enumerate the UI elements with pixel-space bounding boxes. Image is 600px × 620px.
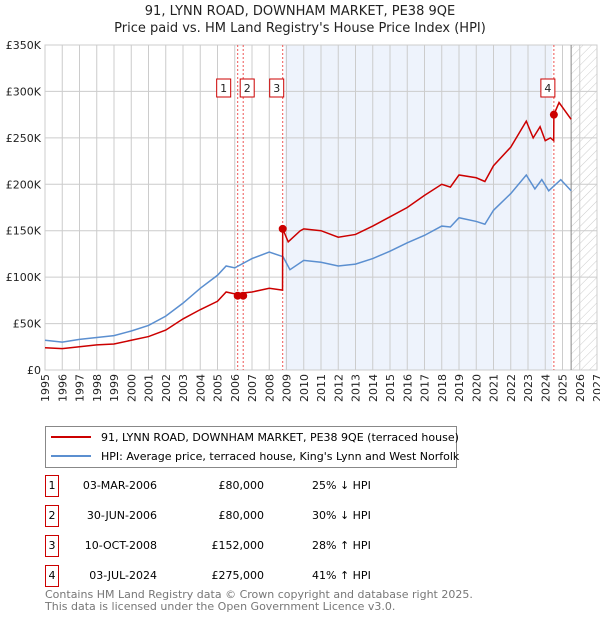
sale-price: £152,000: [211, 539, 265, 552]
sale-price: £80,000: [218, 509, 265, 522]
legend-label: HPI: Average price, terraced house, King…: [101, 449, 460, 463]
sale-hpi-diff: 41% ↑ HPI: [312, 569, 371, 582]
x-tick-label: 1996: [56, 374, 69, 402]
y-tick-label: £250K: [6, 132, 42, 145]
sale-hpi-diff: 28% ↑ HPI: [312, 539, 371, 552]
sale-number: 1: [45, 475, 59, 497]
sale-point: [233, 291, 242, 300]
x-tick-label: 2024: [539, 374, 552, 402]
x-tick-label: 2027: [591, 374, 600, 402]
y-tick-label: £300K: [6, 85, 42, 98]
legend-swatch-blue: [51, 455, 91, 457]
x-tick-label: 2013: [350, 374, 363, 402]
sale-label-number: 2: [244, 82, 251, 95]
x-tick-label: 2006: [229, 374, 242, 402]
sale-label-box: 3: [269, 78, 285, 98]
x-tick-label: 2010: [298, 374, 311, 402]
sale-number: 4: [45, 565, 59, 587]
x-tick-label: 2026: [574, 374, 587, 402]
sale-row: 2 30-JUN-2006 £80,000 30% ↓ HPI: [45, 505, 445, 527]
sale-row: 3 10-OCT-2008 £152,000 28% ↑ HPI: [45, 535, 445, 557]
sale-label-box: 4: [540, 78, 556, 98]
footer-copyright: Contains HM Land Registry data © Crown c…: [45, 588, 473, 601]
y-tick-label: £0: [27, 364, 41, 377]
x-tick-label: 2001: [143, 374, 156, 402]
sale-hpi-diff: 30% ↓ HPI: [312, 509, 371, 522]
sale-point: [549, 110, 558, 119]
sale-row: 1 03-MAR-2006 £80,000 25% ↓ HPI: [45, 475, 445, 497]
legend: 91, LYNN ROAD, DOWNHAM MARKET, PE38 9QE …: [45, 426, 459, 468]
shaded-region: [284, 45, 553, 370]
x-tick-label: 2002: [160, 374, 173, 402]
sale-date: 03-JUL-2024: [89, 569, 157, 582]
x-tick-label: 2012: [332, 374, 345, 402]
chart-subtitle: Price paid vs. HM Land Registry's House …: [114, 21, 486, 36]
sale-label-border: [269, 78, 285, 98]
y-tick-label: £200K: [6, 178, 42, 191]
sale-number: 2: [45, 505, 59, 527]
x-tick-label: 2011: [315, 374, 328, 402]
x-tick-label: 2007: [246, 374, 259, 402]
x-tick-label: 2021: [488, 374, 501, 402]
sale-date: 30-JUN-2006: [86, 509, 157, 522]
sale-label-number: 3: [273, 82, 280, 95]
x-tick-label: 1998: [91, 374, 104, 402]
x-tick-label: 2025: [557, 374, 570, 402]
sale-point: [239, 291, 248, 300]
sale-hpi-diff: 25% ↓ HPI: [312, 479, 371, 492]
forecast-hatch: [571, 45, 597, 370]
x-tick-label: 2022: [505, 374, 518, 402]
x-tick-label: 2009: [281, 374, 294, 402]
sale-price: £80,000: [218, 479, 265, 492]
sale-label-number: 4: [544, 82, 551, 95]
x-tick-label: 2019: [453, 374, 466, 402]
x-tick-label: 2018: [436, 374, 449, 402]
sale-point: [278, 224, 287, 233]
x-tick-label: 2005: [212, 374, 225, 402]
hpi-line: [44, 173, 572, 343]
sale-number: 3: [45, 535, 59, 557]
sale-date: 10-OCT-2008: [84, 539, 157, 552]
footer-licence: This data is licensed under the Open Gov…: [45, 600, 396, 613]
x-tick-label: 2003: [177, 374, 190, 402]
x-tick-label: 2015: [384, 374, 397, 402]
sale-price: £275,000: [211, 569, 265, 582]
price-paid-line: [44, 101, 572, 350]
x-tick-label: 1999: [108, 374, 121, 402]
x-tick-label: 1997: [74, 374, 87, 402]
y-tick-label: £50K: [13, 318, 42, 331]
legend-label: 91, LYNN ROAD, DOWNHAM MARKET, PE38 9QE …: [101, 430, 459, 444]
legend-item-hpi: HPI: Average price, terraced house, King…: [51, 447, 459, 465]
sale-label-border: [540, 78, 556, 98]
sale-label-border: [216, 78, 232, 98]
footer: Contains HM Land Registry data © Crown c…: [45, 589, 473, 613]
y-tick-label: £150K: [6, 225, 42, 238]
y-tick-label: £350K: [6, 39, 42, 52]
x-tick-label: 2016: [401, 374, 414, 402]
legend-swatch-red: [51, 436, 91, 438]
plot-border: [44, 44, 598, 371]
x-tick-label: 1995: [39, 374, 52, 402]
x-tick-label: 2014: [367, 374, 380, 402]
legend-item-property: 91, LYNN ROAD, DOWNHAM MARKET, PE38 9QE …: [51, 428, 459, 446]
x-tick-label: 2004: [194, 374, 207, 402]
sale-label-box: 1: [216, 78, 232, 98]
sale-label-number: 1: [220, 82, 227, 95]
sale-row: 4 03-JUL-2024 £275,000 41% ↑ HPI: [45, 565, 445, 587]
x-tick-label: 2023: [522, 374, 535, 402]
chart-title: 91, LYNN ROAD, DOWNHAM MARKET, PE38 9QE: [144, 4, 456, 19]
x-tick-label: 2020: [470, 374, 483, 402]
sale-label-border: [239, 78, 255, 98]
sale-label-box: 2: [239, 78, 255, 98]
y-tick-label: £100K: [6, 271, 42, 284]
x-tick-label: 2017: [419, 374, 432, 402]
x-tick-label: 2008: [263, 374, 276, 402]
sale-date: 03-MAR-2006: [82, 479, 157, 492]
plot-area: 1995 1996 1997 1998 1999 2000 2001 2002 2003 2004…: [6, 39, 600, 402]
x-tick-label: 2000: [125, 374, 138, 402]
